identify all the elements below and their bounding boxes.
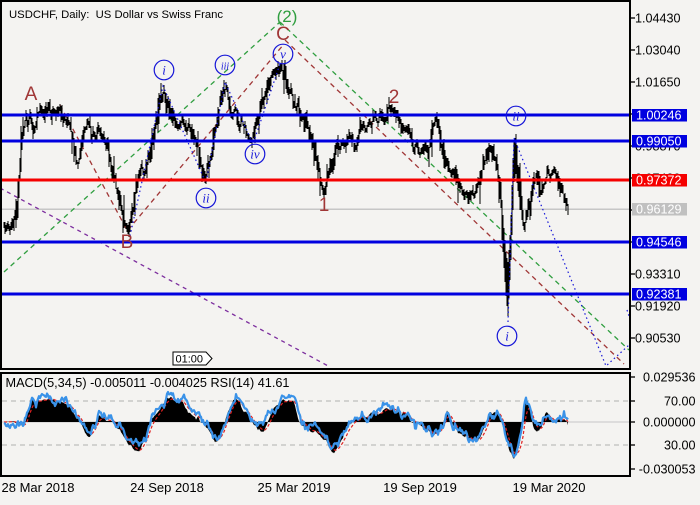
svg-text:i: i [162, 63, 166, 78]
svg-text:ii: ii [202, 191, 210, 206]
svg-text:USDCHF, Daily: US Dollar vs S: USDCHF, Daily: US Dollar vs Swiss Franc [9, 9, 223, 21]
svg-text:iii: iii [221, 62, 230, 73]
svg-text:B: B [121, 232, 134, 253]
svg-text:i: i [505, 329, 509, 344]
svg-text:2: 2 [389, 87, 400, 108]
svg-text:0.97372: 0.97372 [636, 174, 682, 188]
svg-text:0.029536: 0.029536 [643, 371, 696, 385]
svg-text:1.04430: 1.04430 [635, 12, 681, 26]
svg-text:01:00: 01:00 [176, 354, 204, 366]
svg-text:19 Sep 2019: 19 Sep 2019 [383, 480, 457, 495]
svg-text:0.91920: 0.91920 [635, 300, 681, 314]
svg-text:0.99050: 0.99050 [636, 135, 682, 149]
svg-text:C: C [276, 24, 290, 45]
svg-text:0.93310: 0.93310 [635, 268, 681, 282]
svg-text:24 Sep 2018: 24 Sep 2018 [130, 480, 204, 495]
svg-text:30.00: 30.00 [664, 439, 696, 453]
svg-text:0.92381: 0.92381 [636, 288, 682, 302]
svg-text:1: 1 [319, 195, 330, 216]
svg-text:28 Mar 2018: 28 Mar 2018 [2, 480, 75, 495]
svg-text:0.000000: 0.000000 [643, 416, 696, 430]
svg-text:(2): (2) [277, 7, 298, 26]
svg-text:70.00: 70.00 [664, 395, 696, 409]
svg-text:v: v [280, 47, 286, 62]
svg-text:0.90530: 0.90530 [635, 332, 681, 346]
svg-text:MACD(5,34,5) -0.005011 -0.0040: MACD(5,34,5) -0.005011 -0.004025 RSI(14)… [6, 376, 290, 390]
svg-text:iv: iv [250, 147, 260, 162]
svg-text:ii: ii [512, 109, 520, 124]
svg-text:1.01650: 1.01650 [635, 76, 681, 90]
svg-text:1.00246: 1.00246 [636, 109, 682, 123]
svg-text:19 Mar 2020: 19 Mar 2020 [513, 480, 586, 495]
svg-text:25 Mar 2019: 25 Mar 2019 [258, 480, 331, 495]
svg-text:A: A [25, 84, 38, 105]
svg-text:-0.030053: -0.030053 [639, 463, 696, 477]
svg-text:1.03040: 1.03040 [635, 44, 681, 58]
svg-text:0.94546: 0.94546 [636, 236, 682, 250]
svg-text:0.96129: 0.96129 [636, 203, 682, 217]
